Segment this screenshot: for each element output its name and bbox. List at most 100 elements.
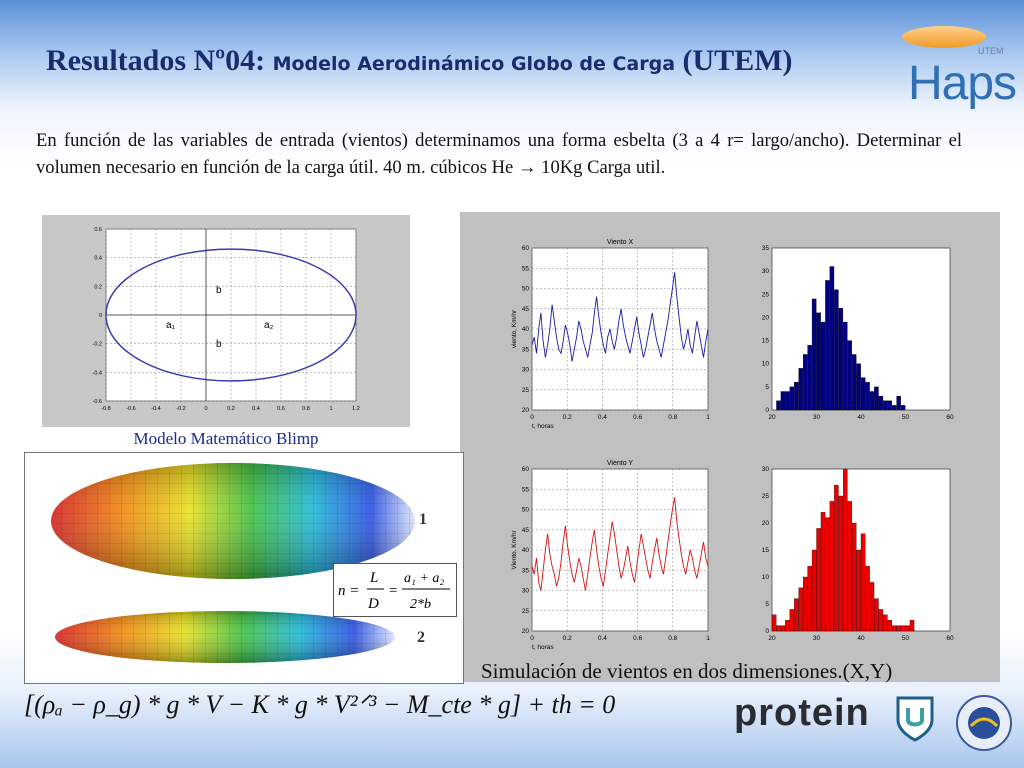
ytick-label: 25 [522, 608, 530, 615]
ytick-label: 45 [522, 527, 530, 534]
xtick-label: 0.4 [598, 414, 607, 421]
ratio-D: D [367, 596, 379, 612]
histogram-bar [807, 345, 812, 411]
ellipse-ytick: -0.2 [93, 342, 102, 348]
xtick-label: 40 [857, 635, 865, 642]
ellipse-ytick: 0.4 [94, 256, 102, 262]
ytick-label: 25 [762, 291, 770, 298]
histogram-bar [789, 609, 795, 632]
histogram-bar [802, 576, 808, 632]
ytick-label: 15 [762, 338, 770, 345]
histogram-bar [847, 501, 852, 632]
caption-model: Modelo Matemático Blimp [133, 429, 319, 448]
ytick-label: 5 [765, 601, 769, 608]
blimp-shape-2 [55, 611, 395, 663]
histogram-bar [776, 625, 781, 632]
ytick-label: 35 [522, 567, 530, 574]
histogram-bar [785, 620, 790, 632]
histogram-bar [834, 485, 839, 632]
xtick-label: 0.6 [633, 635, 642, 642]
ytick-label: 20 [522, 407, 530, 414]
main-equation: [(ρₐ − ρ_g) * g * V − K * g * V²ᐟ³ − M_c… [24, 690, 616, 719]
histogram-bar [776, 400, 781, 411]
chart-title: Viento Y [607, 460, 634, 467]
xtick-label: 40 [857, 414, 865, 421]
histogram-bar [811, 549, 817, 632]
histogram-bar [838, 308, 844, 411]
ytick-label: 10 [762, 361, 770, 368]
ellipse-xtick: -0.4 [151, 406, 160, 412]
ellipse-ytick: 0.6 [94, 227, 102, 233]
histogram-bar [856, 363, 861, 411]
histogram-bar [851, 522, 857, 632]
histogram-bar [798, 587, 804, 632]
xtick-label: 20 [768, 635, 776, 642]
blimp-label-2: 2 [417, 629, 425, 646]
ytick-label: 30 [522, 367, 530, 374]
blimp-label-1: 1 [419, 511, 427, 528]
histogram-bar [811, 298, 817, 411]
haps-logo: UTEM Haps [900, 24, 1017, 110]
ellipse-ytick: 0 [99, 313, 102, 319]
ytick-label: 0 [765, 628, 769, 635]
histogram-bar [878, 609, 884, 632]
wind-x-histogram: 20 30 40 50 60 0 5 10 15 20 25 30 35 [762, 245, 954, 421]
blimp-shape-1 [51, 463, 415, 579]
ellipse-ytick: 0.2 [94, 284, 102, 290]
histogram-bar [874, 598, 879, 632]
seal-logo [955, 694, 1013, 752]
xtick-label: 0.4 [598, 635, 607, 642]
xtick-label: 30 [813, 635, 821, 642]
ytick-label: 30 [762, 466, 770, 473]
xtick-label: 20 [768, 414, 776, 421]
ytick-label: 35 [522, 346, 530, 353]
ellipse-xtick: -0.2 [176, 406, 185, 412]
xtick-label: 50 [902, 414, 910, 421]
ytick-label: 55 [522, 265, 530, 272]
histogram-bar [816, 312, 821, 411]
xtick-label: 0.2 [563, 635, 572, 642]
wind-y-timeseries: 0 0.2 0.4 0.6 0.8 1 20 25 30 35 40 45 50 55 60 Viento Y… [511, 460, 710, 651]
ytick-label: 30 [762, 268, 770, 275]
histogram-bar [798, 368, 804, 411]
blimp-logo-icon [902, 26, 986, 48]
histogram-bar [905, 625, 910, 632]
histogram-bar [834, 289, 839, 411]
utem-logo [892, 694, 938, 744]
histogram-bar [838, 495, 844, 632]
ellipse-xtick: 0.4 [252, 406, 260, 412]
protein-logo: protein [734, 692, 870, 734]
histogram-bar [869, 582, 875, 632]
ytick-label: 25 [522, 387, 530, 394]
histogram-bar [883, 400, 888, 411]
x-axis-label: t, horas [532, 423, 554, 430]
histogram-bar [794, 382, 799, 411]
xtick-label: 60 [946, 635, 954, 642]
histogram-bar [847, 340, 852, 411]
label-b-bottom: b [216, 339, 222, 350]
chart-title: Viento X [607, 239, 634, 246]
histogram-bar [909, 620, 915, 632]
ellipse-model-panel: -0.8 -0.6 -0.4 -0.2 0 0.2 0.4 0.6 0.8 1 1.2 -0.6 -0.… [42, 215, 410, 427]
histogram-bar [891, 625, 897, 632]
xtick-label: 1 [706, 635, 710, 642]
histogram-bar [896, 395, 901, 411]
ytick-label: 35 [762, 245, 770, 252]
histogram-bar [874, 386, 879, 411]
xtick-label: 60 [946, 414, 954, 421]
histogram-bar [860, 533, 866, 632]
ratio-denominator: 2*b [410, 597, 431, 612]
ytick-label: 50 [522, 286, 530, 293]
series-line [531, 272, 709, 362]
ellipse-ytick: -0.6 [93, 399, 102, 405]
ytick-label: 5 [765, 384, 769, 391]
ytick-label: 40 [522, 326, 530, 333]
histogram-bar [896, 625, 901, 632]
histogram-bar [887, 620, 893, 632]
xtick-label: 0.6 [633, 414, 642, 421]
ytick-label: 20 [762, 520, 770, 527]
histogram-bar [780, 625, 786, 632]
ellipse-ytick: -0.4 [93, 370, 102, 376]
ytick-label: 50 [522, 507, 530, 514]
